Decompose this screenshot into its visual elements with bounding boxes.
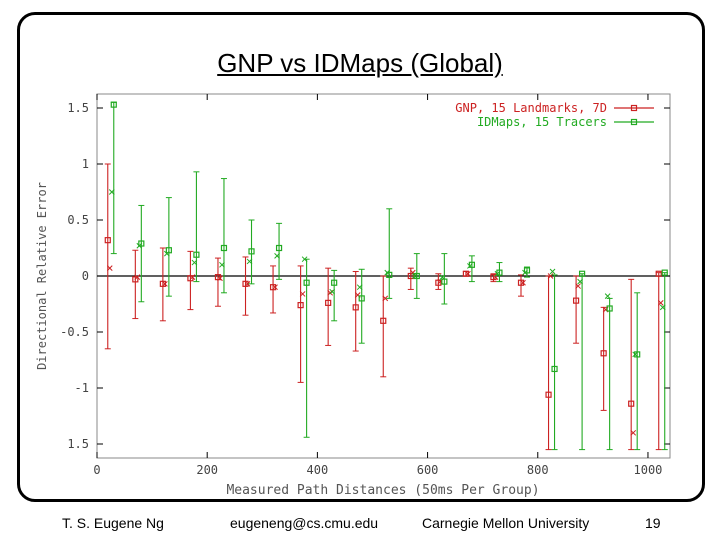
data-point (297, 302, 304, 309)
footer-author: T. S. Eugene Ng (62, 515, 164, 531)
median-mark (630, 429, 637, 436)
footer-org: Carnegie Mellon University (422, 515, 590, 531)
data-point (138, 240, 145, 247)
y-tick-label: 1.5 (67, 101, 89, 115)
data-point (628, 400, 635, 407)
data-point (468, 261, 475, 268)
data-point (578, 270, 586, 277)
data-point (303, 279, 310, 286)
x-tick-label: 600 (417, 463, 439, 477)
data-point (220, 244, 228, 252)
median-mark (299, 291, 306, 297)
data-point (386, 271, 393, 278)
data-point (661, 269, 668, 276)
data-point (413, 272, 420, 280)
data-point (358, 295, 365, 302)
data-point (242, 280, 249, 287)
data-point (435, 279, 442, 286)
data-point (159, 280, 166, 287)
data-point (380, 317, 387, 324)
x-tick-label: 800 (527, 463, 549, 477)
legend-label: IDMaps, 15 Tracers (477, 115, 607, 129)
y-tick-label: -1 (75, 381, 89, 395)
data-point (523, 267, 531, 274)
data-point (462, 270, 469, 277)
data-point (545, 391, 552, 398)
footer-page-number: 19 (645, 515, 661, 531)
x-tick-label: 200 (196, 463, 218, 477)
data-point (165, 247, 172, 254)
data-point (352, 304, 359, 311)
y-tick-label: 1 (82, 157, 89, 171)
median-mark (301, 256, 308, 263)
median-mark (604, 293, 611, 300)
median-mark (219, 261, 225, 268)
data-point (600, 350, 607, 357)
y-tick-label: 0 (82, 269, 89, 283)
data-point (331, 279, 338, 286)
y-tick-label: 1.5 (67, 437, 89, 451)
data-point (325, 299, 332, 306)
median-mark (657, 300, 664, 306)
data-point (572, 297, 580, 304)
data-point (496, 269, 503, 276)
median-mark (659, 304, 666, 311)
y-axis: 1.5 1 0.5 0 -0.5 -1 1.5 (60, 101, 670, 451)
data-point (248, 248, 255, 255)
series-gnp (104, 163, 664, 451)
data-point (407, 272, 414, 280)
legend-marker (630, 118, 638, 126)
x-tick-label: 0 (93, 463, 100, 477)
median-mark (329, 288, 336, 295)
data-point (275, 244, 283, 252)
x-tick-label: 400 (307, 463, 329, 477)
data-point (606, 305, 613, 312)
y-tick-label: 0.5 (67, 213, 89, 227)
median-mark (577, 278, 583, 285)
data-point (193, 251, 200, 258)
legend-marker (630, 104, 638, 112)
series-idmaps (108, 101, 668, 451)
data-point (655, 270, 662, 277)
data-point (634, 351, 641, 358)
data-point (441, 278, 448, 285)
x-axis-label: Measured Path Distances (50ms Per Group) (226, 483, 539, 498)
data-point (110, 101, 117, 108)
footer-email: eugeneng@cs.cmu.edu (230, 515, 379, 531)
median-mark (246, 258, 253, 265)
data-point (187, 275, 194, 282)
data-point (517, 279, 525, 286)
data-point (132, 276, 139, 283)
x-axis: 0 200 400 600 800 1000 (93, 94, 662, 477)
median-mark (164, 250, 170, 257)
y-axis-label: Directional Relative Error (35, 182, 49, 370)
legend-label: GNP, 15 Landmarks, 7D (455, 101, 607, 115)
median-mark (274, 252, 280, 259)
median-mark (382, 295, 389, 302)
median-mark (356, 284, 363, 291)
x-tick-label: 1000 (634, 463, 663, 477)
median-mark (549, 268, 556, 275)
data-point (104, 237, 111, 244)
data-point (551, 365, 558, 373)
y-tick-label: -0.5 (60, 325, 89, 339)
data-point (490, 274, 497, 281)
median-mark (108, 189, 115, 195)
median-mark (575, 283, 581, 289)
slide-title: GNP vs IDMaps (Global) (217, 48, 503, 78)
median-mark (106, 265, 113, 272)
series-layer (104, 101, 668, 451)
data-point (214, 274, 222, 281)
median-mark (191, 259, 198, 266)
median-mark (547, 273, 554, 279)
data-point (269, 284, 277, 291)
